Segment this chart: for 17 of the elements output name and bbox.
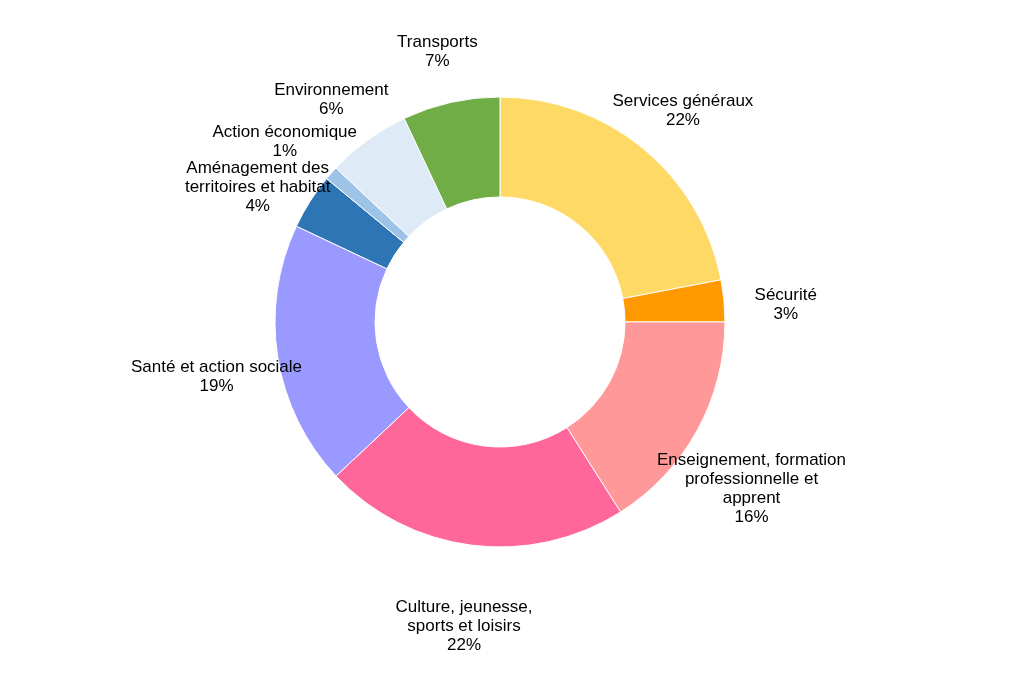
data-label: 22%: [665, 109, 700, 129]
data-label: 16%: [734, 507, 769, 527]
slice-label: Transports: [397, 31, 478, 51]
slice-label: Environnement: [274, 79, 389, 99]
data-label: 22%: [447, 634, 482, 654]
data-label: 4%: [245, 196, 270, 216]
slice-label: Action économique: [212, 122, 358, 142]
data-label: 1%: [272, 141, 298, 161]
data-label: 6%: [319, 98, 344, 118]
slice-label: Enseignement, formation professionnelle et apprent: [657, 450, 846, 508]
data-label: 3%: [773, 303, 799, 323]
slice-label: Sécurité: [754, 284, 817, 304]
slice-label: Culture, jeunesse, sports et loisirs: [395, 596, 533, 635]
slice-label: Santé et action sociale: [131, 356, 303, 376]
data-label: 19%: [199, 375, 234, 395]
data-label: 7%: [425, 50, 450, 70]
slice-label: Services généraux: [612, 90, 754, 110]
